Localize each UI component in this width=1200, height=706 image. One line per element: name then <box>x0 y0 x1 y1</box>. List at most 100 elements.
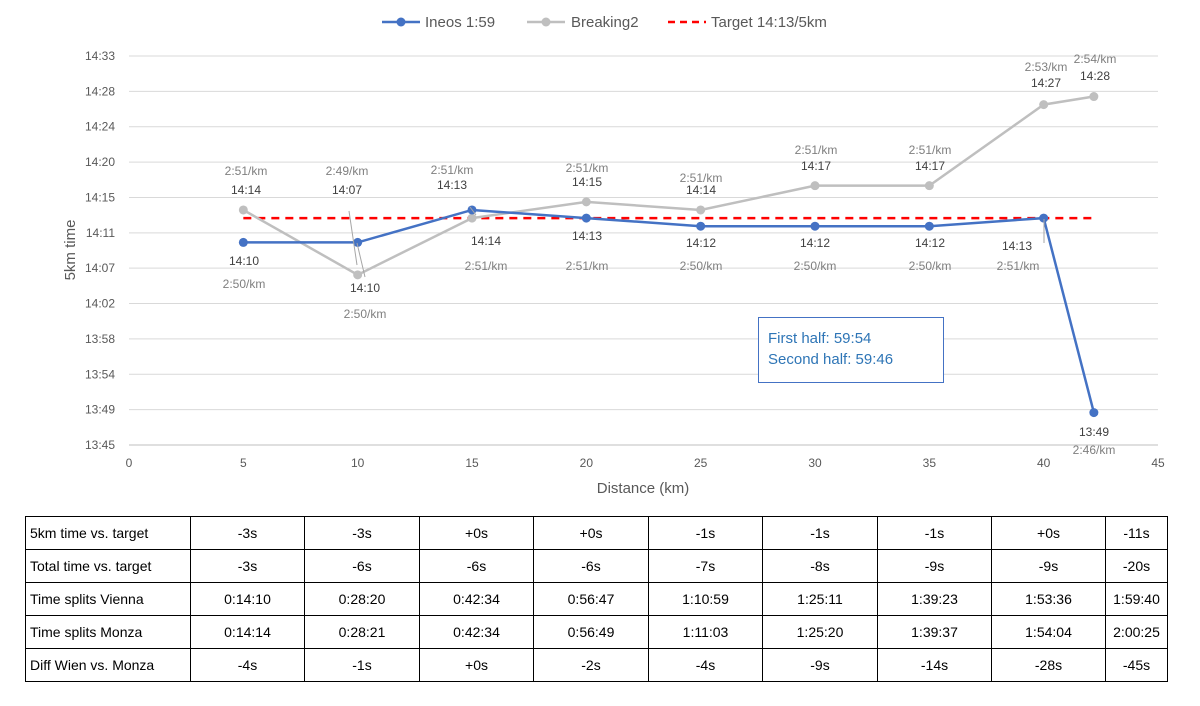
breaking2-time-label: 14:27 <box>1031 76 1061 90</box>
x-tick-label: 20 <box>580 456 594 470</box>
legend-marker <box>541 17 551 27</box>
splits-table: 5km time vs. target -3s -3s +0s +0s -1s -1s -1s… <box>25 516 1168 682</box>
breaking2-point <box>238 205 248 215</box>
breaking2-line <box>242 95 1095 277</box>
table-cell: 0:28:20 <box>304 582 420 616</box>
breaking2-time-label: 14:14 <box>231 183 261 197</box>
breaking2-point <box>353 270 363 280</box>
y-tick-label: 14:15 <box>85 190 115 204</box>
table-cell: 0:56:49 <box>533 615 649 649</box>
x-tick-label: 25 <box>694 456 708 470</box>
breaking2-point <box>924 181 934 191</box>
ineos-pace-label: 2:50/km <box>794 259 837 273</box>
table-cell: -8s <box>762 549 878 583</box>
table-cell: -6s <box>304 549 420 583</box>
y-tick-label: 14:33 <box>85 49 115 63</box>
ineos-pace-label: 2:46/km <box>1073 443 1116 457</box>
y-tick-label: 14:02 <box>85 297 115 311</box>
table-row-header: Time splits Monza <box>25 615 191 649</box>
ineos-time-label: 14:10 <box>350 281 380 295</box>
table-cell: +0s <box>991 516 1106 550</box>
half-split-info-box: First half: 59:54 Second half: 59:46 <box>758 317 944 383</box>
legend: Ineos 1:59 Breaking2 Target 14:13/5km <box>382 14 827 31</box>
breaking2-pace-label: 2:51/km <box>431 163 474 177</box>
ineos-point <box>1089 408 1099 418</box>
ineos-point <box>1039 213 1049 223</box>
table-row: Time splits Vienna 0:14:10 0:28:20 0:42:34 0… <box>25 582 1168 616</box>
ineos-pace-label: 2:51/km <box>566 259 609 273</box>
x-tick-label: 45 <box>1151 456 1165 470</box>
table-row-header: Time splits Vienna <box>25 582 191 616</box>
y-tick-label: 13:45 <box>85 438 115 452</box>
table-cell: -1s <box>648 516 763 550</box>
ineos-point <box>924 221 934 231</box>
ineos-pace-label: 2:50/km <box>223 277 266 291</box>
breaking2-point <box>696 205 706 215</box>
y-tick-label: 13:54 <box>85 367 115 381</box>
table-cell: 1:39:37 <box>877 615 992 649</box>
ineos-time-label: 14:10 <box>229 254 259 268</box>
x-tick-label: 10 <box>351 456 365 470</box>
table-cell: -1s <box>877 516 992 550</box>
table-row: Total time vs. target -3s -6s -6s -6s -7s -8s -… <box>25 549 1168 583</box>
table-cell: -14s <box>877 648 992 682</box>
table-cell: -28s <box>991 648 1106 682</box>
table-cell: 1:54:04 <box>991 615 1106 649</box>
ineos-point <box>238 237 248 247</box>
ineos-pace-label: 2:51/km <box>997 259 1040 273</box>
table-cell: -45s <box>1105 648 1168 682</box>
table-cell: 1:53:36 <box>991 582 1106 616</box>
table-cell: -1s <box>762 516 878 550</box>
ineos-point <box>353 237 363 247</box>
breaking2-time-label: 14:13 <box>437 178 467 192</box>
y-axis-title: 5km time <box>62 220 79 281</box>
ineos-time-label: 14:12 <box>686 236 716 250</box>
table-cell: +0s <box>533 516 649 550</box>
table-row-header: Total time vs. target <box>25 549 191 583</box>
table-cell: 0:28:21 <box>304 615 420 649</box>
table-cell: 0:42:34 <box>419 582 534 616</box>
ineos-time-label: 14:12 <box>915 236 945 250</box>
table-cell: -9s <box>877 549 992 583</box>
table-row: Time splits Monza 0:14:14 0:28:21 0:42:34 0:… <box>25 615 1168 649</box>
table-cell: 1:25:20 <box>762 615 878 649</box>
ineos-point <box>696 221 706 231</box>
ineos-pace-label: 2:50/km <box>344 307 387 321</box>
table-cell: 0:14:10 <box>190 582 305 616</box>
y-tick-label: 14:28 <box>85 84 115 98</box>
table-row: 5km time vs. target -3s -3s +0s +0s -1s -1s -1s… <box>25 516 1168 550</box>
data-labels: 2:51/km14:142:49/km14:072:51/km14:132:51… <box>223 52 1117 457</box>
y-tick-label: 14:07 <box>85 261 115 275</box>
table-cell: 1:11:03 <box>648 615 763 649</box>
legend-marker <box>396 17 406 27</box>
table-row: Diff Wien vs. Monza -4s -1s +0s -2s -4s -9s -14… <box>25 648 1168 682</box>
table-cell: 0:56:47 <box>533 582 649 616</box>
breaking2-point <box>581 197 591 207</box>
table-cell: 1:25:11 <box>762 582 878 616</box>
x-tick-labels: 0 5 10 15 20 25 30 35 40 45 <box>126 456 1165 470</box>
breaking2-pace-label: 2:51/km <box>909 143 952 157</box>
ineos-time-label: 14:13 <box>1002 239 1032 253</box>
ineos-point <box>810 221 820 231</box>
y-tick-labels: 13:45 13:49 13:54 13:58 14:02 14:07 14:11 14:15… <box>85 49 115 452</box>
breaking2-time-label: 14:14 <box>686 183 716 197</box>
table-cell: 1:59:40 <box>1105 582 1168 616</box>
breaking2-pace-label: 2:54/km <box>1074 52 1117 66</box>
y-tick-label: 14:24 <box>85 120 115 134</box>
x-tick-label: 5 <box>240 456 247 470</box>
table-cell: -3s <box>190 549 305 583</box>
breaking2-time-label: 14:15 <box>572 175 602 189</box>
legend-label: Breaking2 <box>571 14 639 31</box>
table-cell: 2:00:25 <box>1105 615 1168 649</box>
table-cell: 0:42:34 <box>419 615 534 649</box>
breaking2-time-label: 14:17 <box>915 159 945 173</box>
first-half-text: First half: 59:54 <box>768 330 872 347</box>
table-cell: -2s <box>533 648 649 682</box>
breaking2-time-label: 14:17 <box>801 159 831 173</box>
ineos-time-label: 14:14 <box>471 234 501 248</box>
x-axis-title: Distance (km) <box>597 480 690 497</box>
table-cell: -1s <box>304 648 420 682</box>
x-tick-label: 35 <box>923 456 937 470</box>
table-row-header: Diff Wien vs. Monza <box>25 648 191 682</box>
second-half-text: Second half: 59:46 <box>768 351 894 368</box>
